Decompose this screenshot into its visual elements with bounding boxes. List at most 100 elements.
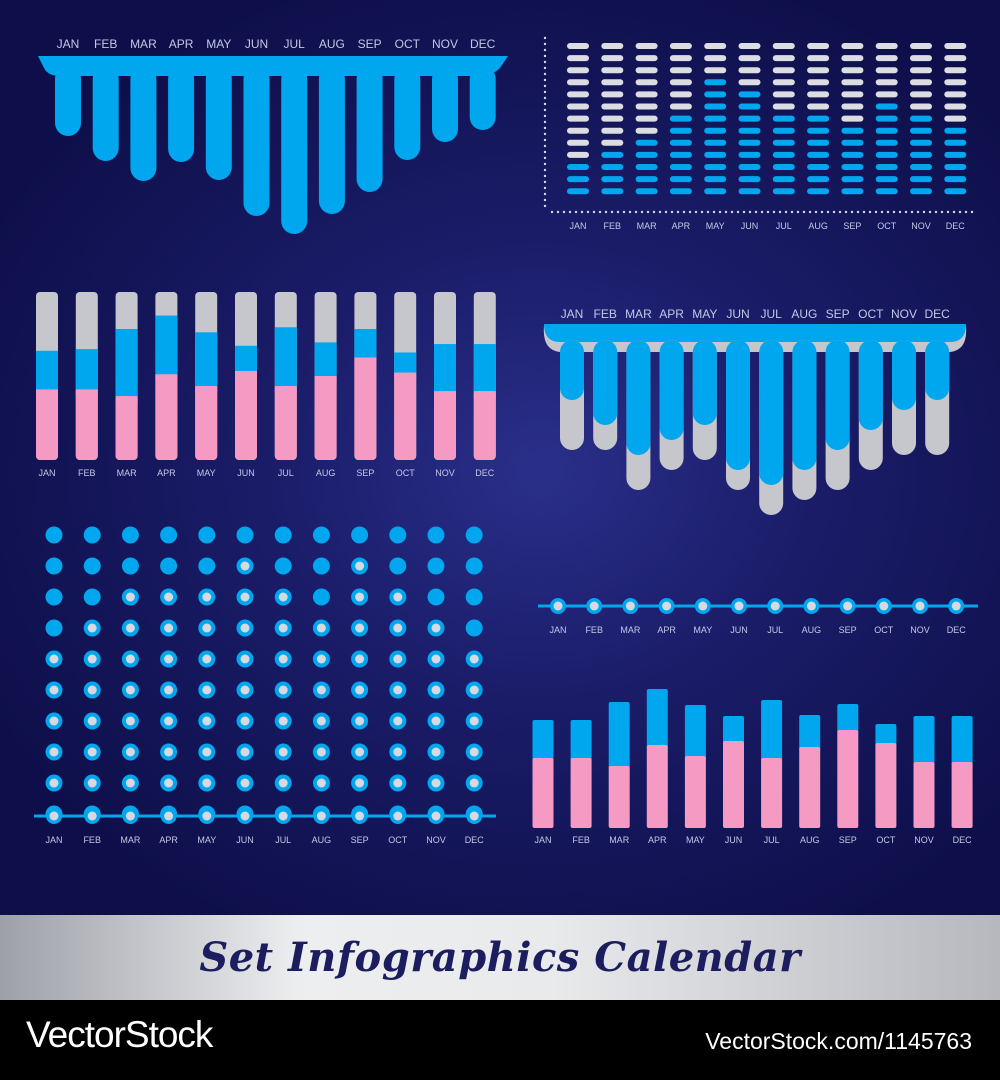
month-label: SEP [358, 37, 382, 51]
matrix-dot-hollow [469, 685, 479, 695]
dash-segment [704, 55, 727, 62]
axis-dot [543, 126, 547, 130]
dash-segment [910, 79, 932, 86]
matrix-dot-hollow [316, 778, 326, 788]
chart-hanging-drip-overlay: JAN FEB MAR APR MAY JUN JUL AUG SEP OCT NOV DEC [543, 307, 967, 515]
overlay-blue-bar [825, 340, 850, 450]
axis-dot [670, 210, 674, 214]
baseline-dot-core [49, 811, 59, 821]
dash-segment [944, 115, 967, 122]
matrix-dot [427, 526, 445, 544]
dash-segment [875, 103, 898, 110]
matrix-dot-hollow [164, 747, 174, 757]
baseline-dot-core [393, 811, 403, 821]
month-label: DEC [953, 835, 973, 845]
capsule-blue-segment [115, 328, 138, 401]
dash-segment [738, 127, 761, 134]
capsule-pink-top [155, 374, 178, 381]
axis-dot [868, 210, 872, 214]
axis-dot [610, 210, 614, 214]
month-label: DEC [465, 835, 485, 845]
axis-dot [543, 120, 547, 124]
overlay-blue-bar [692, 340, 717, 425]
axis-dot [543, 72, 547, 76]
dash-segment [944, 55, 967, 62]
matrix-dot-hollow [316, 685, 326, 695]
stacked-blue-segment [837, 704, 859, 734]
axis-dot [766, 210, 770, 214]
month-label: FEB [83, 835, 101, 845]
baseline-dot-core [125, 811, 135, 821]
dash-segment [944, 67, 967, 74]
dash-segment [875, 115, 898, 122]
dash-segment [704, 188, 727, 195]
axis-dot [543, 138, 547, 142]
month-label: APR [159, 835, 178, 845]
stacked-pink-segment [723, 741, 744, 828]
axis-dot [652, 210, 656, 214]
month-label: MAY [197, 835, 216, 845]
axis-dot [616, 210, 620, 214]
matrix-dot-hollow [355, 561, 365, 571]
axis-dot [543, 180, 547, 184]
dash-segment [738, 176, 761, 183]
matrix-dot-hollow [355, 654, 365, 664]
matrix-dot-hollow [355, 778, 365, 788]
axis-dot [772, 210, 776, 214]
matrix-dot-hollow [431, 685, 441, 695]
matrix-dot [83, 588, 101, 606]
dash-segment [841, 139, 864, 146]
month-label: SEP [839, 835, 857, 845]
dash-segment [807, 67, 830, 74]
matrix-dot-hollow [87, 778, 97, 788]
axis-dot [586, 210, 590, 214]
axis-dot [543, 162, 547, 166]
dash-segment [738, 188, 761, 195]
capsule-pink-segment [434, 391, 456, 460]
dash-segment [841, 151, 864, 158]
matrix-dot-hollow [278, 654, 288, 664]
dash-segment [910, 103, 932, 110]
dash-segment [704, 91, 727, 98]
dash-segment [738, 139, 761, 146]
dash-segment [567, 55, 589, 62]
month-label: APR [657, 625, 676, 635]
axis-dot [543, 174, 547, 178]
month-label: MAR [620, 625, 641, 635]
capsule-pink-top [75, 389, 98, 396]
dash-segment [738, 43, 761, 49]
axis-dot [543, 198, 547, 202]
month-label: JUN [726, 307, 749, 321]
month-label: JAN [57, 37, 80, 51]
stacked-pink-segment [684, 756, 706, 828]
timeline-node-core [806, 601, 816, 611]
month-label: FEB [94, 37, 117, 51]
dash-segment [601, 115, 624, 122]
axis-dot [844, 210, 848, 214]
matrix-dot-hollow [355, 592, 365, 602]
axis-dot [778, 210, 782, 214]
axis-dot [592, 210, 596, 214]
matrix-dot [83, 526, 101, 544]
dash-segment [841, 164, 864, 170]
month-label: APR [157, 468, 176, 478]
dash-segment [944, 188, 967, 195]
capsule-blue-segment [354, 328, 377, 362]
title-banner: Set Infographics Calendar [0, 915, 1000, 1000]
baseline-dot-core [431, 811, 441, 821]
month-label: DEC [470, 37, 496, 51]
dash-segment [704, 79, 727, 86]
month-label: JUN [236, 835, 254, 845]
month-label: AUG [316, 468, 336, 478]
month-label: JUL [284, 37, 306, 51]
capsule-pink-segment [354, 357, 377, 460]
dash-segment [567, 151, 589, 158]
chart-dot-matrix: JAN FEB MAR APR MAY JUN JUL AUG SEP OCT NOV DEC [34, 526, 496, 845]
axis-dot [922, 210, 926, 214]
dash-segment [807, 115, 830, 122]
dash-segment [669, 164, 692, 170]
axis-dot [688, 210, 692, 214]
dash-segment [738, 164, 761, 170]
dash-segment [841, 188, 864, 195]
dash-segment [772, 176, 795, 183]
